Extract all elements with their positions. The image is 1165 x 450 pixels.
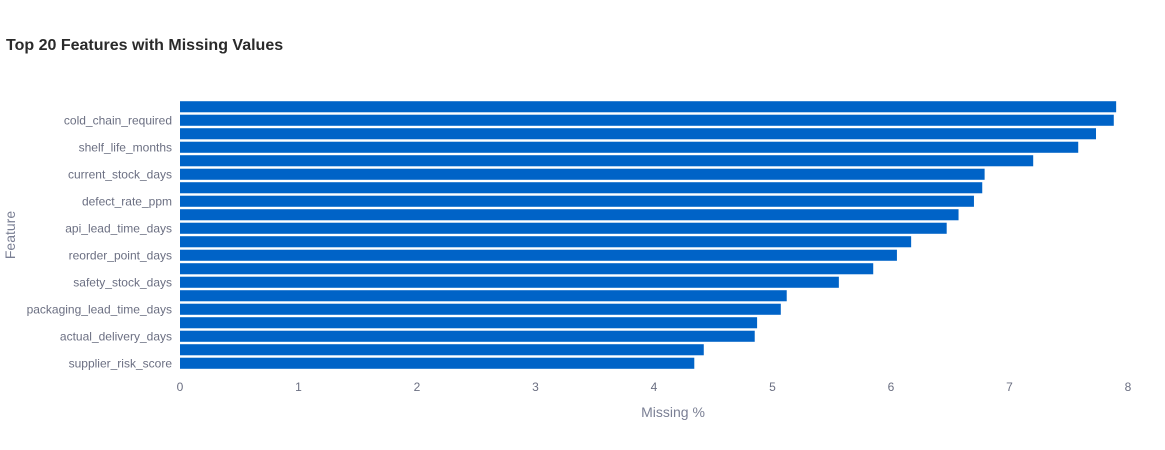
y-tick-label: shelf_life_months [79,140,172,154]
bar [180,195,974,207]
bar [180,276,839,288]
bar [180,209,959,221]
x-tick-label: 1 [295,380,302,394]
bar [180,357,695,369]
y-tick-label: cold_chain_required [64,113,172,127]
bar [180,128,1097,140]
bar [180,330,755,342]
bar [180,344,704,356]
chart-title: Top 20 Features with Missing Values [6,37,283,54]
bar [180,141,1079,153]
bars-layer [180,101,1117,369]
y-tick-label: packaging_lead_time_days [27,302,172,316]
bar [180,101,1117,113]
y-tick-label: safety_stock_days [73,275,172,289]
y-axis-title: Feature [2,211,18,259]
y-tick-label: supplier_risk_score [69,356,173,370]
x-tick-label: 8 [1125,380,1132,394]
y-tick-label: current_stock_days [68,167,172,181]
x-tick-label: 5 [769,380,776,394]
y-tick-label: reorder_point_days [69,248,172,262]
x-tick-label: 6 [888,380,895,394]
x-axis-title: Missing % [641,404,705,420]
bar [180,236,912,248]
y-tick-label: actual_delivery_days [60,329,172,343]
x-tick-label: 2 [414,380,421,394]
y-tick-label: defect_rate_ppm [82,194,172,208]
bar [180,303,781,315]
bar [180,155,1034,167]
y-axis-ticks: supplier_risk_score actual_delivery_days p… [27,113,173,370]
x-tick-label: 4 [651,380,658,394]
bar [180,222,947,234]
y-tick-label: api_lead_time_days [65,221,172,235]
bar [180,249,897,261]
bar [180,182,983,194]
bar [180,168,985,180]
bar [180,317,758,329]
bar [180,290,787,302]
x-tick-label: 7 [1006,380,1013,394]
bar [180,114,1114,126]
bar [180,263,874,275]
x-axis-ticks: 0 1 2 3 4 5 6 7 8 [177,380,1132,394]
x-tick-label: 0 [177,380,184,394]
x-tick-label: 3 [532,380,539,394]
